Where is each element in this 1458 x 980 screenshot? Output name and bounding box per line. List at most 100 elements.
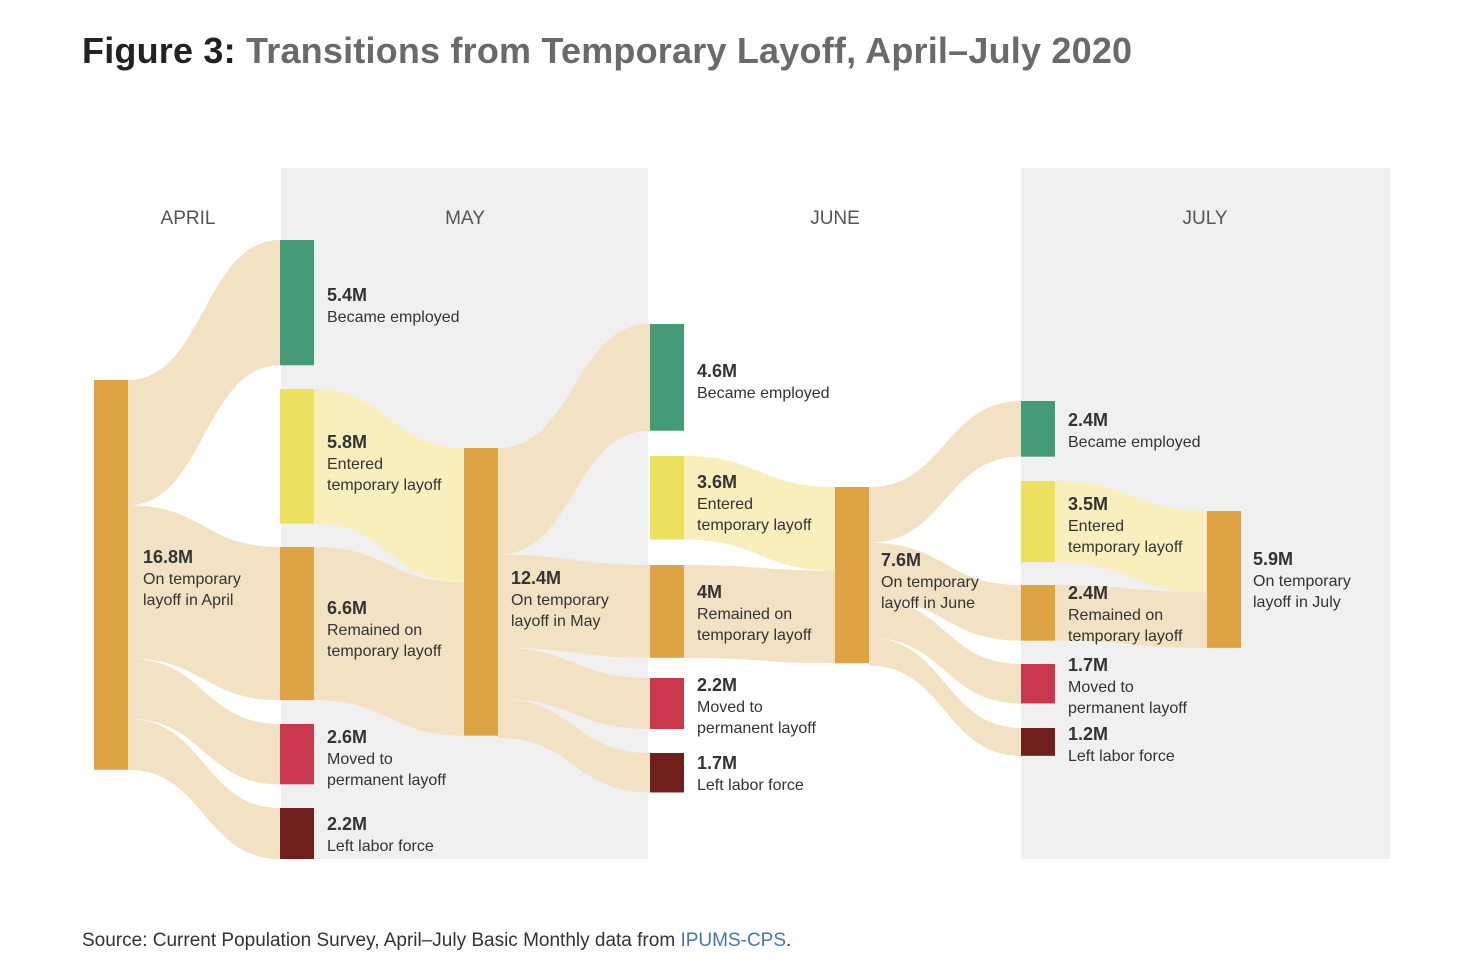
flow-jun_rem-to-jun_tl bbox=[684, 565, 835, 664]
node-jul_rem bbox=[1021, 585, 1055, 641]
category-label-jul_left-0: Left labor force bbox=[1068, 748, 1175, 765]
flow-apr_tl-to-may_perm bbox=[128, 658, 280, 785]
category-label-jun_perm-0: Moved to bbox=[697, 699, 763, 716]
category-label-jul_emp-0: Became employed bbox=[1068, 434, 1201, 451]
category-label-jul_ent-1: temporary layoff bbox=[1068, 539, 1183, 556]
category-label-may_perm-1: permanent layoff bbox=[327, 772, 446, 789]
category-label-jun_ent-0: Entered bbox=[697, 496, 753, 513]
value-label-jul_perm: 1.7M bbox=[1068, 655, 1108, 675]
category-label-jul_ent-0: Entered bbox=[1068, 518, 1124, 535]
flow-may_tl-to-jun_left bbox=[498, 698, 650, 793]
category-label-may_emp-0: Became employed bbox=[327, 309, 460, 326]
category-label-jul_perm-0: Moved to bbox=[1068, 679, 1134, 696]
flow-jun_tl-to-jul_perm bbox=[869, 598, 1021, 704]
node-apr_tl bbox=[94, 380, 128, 770]
value-label-may_rem: 6.6M bbox=[327, 598, 367, 618]
link-layer bbox=[128, 240, 1207, 860]
node-jun_tl bbox=[835, 487, 869, 664]
node-may_tl bbox=[464, 448, 498, 736]
category-label-jul_rem-1: temporary layoff bbox=[1068, 628, 1183, 645]
source-note: Source: Current Population Survey, April… bbox=[82, 930, 791, 952]
flow-apr_tl-to-may_rem bbox=[128, 505, 280, 701]
node-jun_emp bbox=[650, 324, 684, 431]
value-label-apr_tl: 16.8M bbox=[143, 547, 193, 567]
node-jul_tl bbox=[1207, 511, 1241, 648]
value-label-jul_left: 1.2M bbox=[1068, 724, 1108, 744]
category-label-may_left-0: Left labor force bbox=[327, 838, 434, 855]
flow-may_tl-to-jun_rem bbox=[498, 554, 650, 658]
month-label-june: JUNE bbox=[810, 208, 860, 229]
node-may_perm bbox=[280, 724, 314, 785]
category-label-apr_tl-0: On temporary bbox=[143, 571, 241, 588]
category-label-may_ent-0: Entered bbox=[327, 456, 383, 473]
category-label-jul_tl-0: On temporary bbox=[1253, 573, 1351, 590]
node-jul_left bbox=[1021, 728, 1055, 756]
flow-jun_tl-to-jul_left bbox=[869, 637, 1021, 756]
node-may_rem bbox=[280, 547, 314, 701]
category-label-may_rem-0: Remained on bbox=[327, 622, 422, 639]
category-label-jun_ent-1: temporary layoff bbox=[697, 517, 812, 534]
node-jun_perm bbox=[650, 678, 684, 730]
category-label-may_tl-1: layoff in May bbox=[511, 613, 601, 630]
flow-may_tl-to-jun_emp bbox=[498, 324, 650, 555]
value-label-jun_ent: 3.6M bbox=[697, 472, 737, 492]
value-label-may_ent: 5.8M bbox=[327, 432, 367, 452]
category-label-jul_tl-1: layoff in July bbox=[1253, 594, 1341, 611]
source-text: Source: Current Population Survey, April… bbox=[82, 930, 681, 951]
value-label-jul_emp: 2.4M bbox=[1068, 410, 1108, 430]
node-jul_perm bbox=[1021, 664, 1055, 704]
node-may_left bbox=[280, 808, 314, 860]
category-label-may_tl-0: On temporary bbox=[511, 592, 609, 609]
value-label-jul_tl: 5.9M bbox=[1253, 549, 1293, 569]
value-label-jun_emp: 4.6M bbox=[697, 361, 737, 381]
flow-jun_ent-to-jun_tl bbox=[684, 456, 835, 571]
value-label-jun_rem: 4M bbox=[697, 582, 722, 602]
flow-may_ent-to-may_tl bbox=[314, 389, 464, 583]
value-label-may_left: 2.2M bbox=[327, 814, 367, 834]
category-label-jun_rem-1: temporary layoff bbox=[697, 627, 812, 644]
category-label-may_rem-1: temporary layoff bbox=[327, 643, 442, 660]
chart-title: Figure 3: Transitions from Temporary Lay… bbox=[82, 30, 1132, 72]
category-label-jun_rem-0: Remained on bbox=[697, 606, 792, 623]
figure-title: Transitions from Temporary Layoff, April… bbox=[246, 30, 1133, 71]
node-jun_left bbox=[650, 753, 684, 793]
label-layer: APRIL MAY JUNE JULY 16.8M On temporary layoff … bbox=[143, 208, 1351, 855]
flow-may_rem-to-may_tl bbox=[314, 547, 464, 736]
node-jul_emp bbox=[1021, 401, 1055, 457]
flow-jul_rem-to-jul_tl bbox=[1055, 585, 1207, 648]
flow-apr_tl-to-may_left bbox=[128, 718, 280, 860]
figure-number: Figure 3: bbox=[82, 30, 236, 71]
month-label-july: JULY bbox=[1182, 208, 1227, 229]
ipums-cps-link[interactable]: IPUMS-CPS bbox=[680, 930, 787, 951]
category-label-jun_left-0: Left labor force bbox=[697, 777, 804, 794]
flow-jun_tl-to-jul_emp bbox=[869, 401, 1021, 543]
category-label-jul_perm-1: permanent layoff bbox=[1068, 700, 1187, 717]
month-label-april: APRIL bbox=[161, 208, 216, 229]
source-end: . bbox=[786, 930, 792, 951]
node-layer bbox=[94, 240, 1241, 860]
category-label-apr_tl-1: layoff in April bbox=[143, 592, 233, 609]
flow-may_tl-to-jun_perm bbox=[498, 647, 650, 730]
value-label-may_tl: 12.4M bbox=[511, 568, 561, 588]
value-label-may_emp: 5.4M bbox=[327, 285, 367, 305]
value-label-jun_perm: 2.2M bbox=[697, 675, 737, 695]
category-label-jun_tl-1: layoff in June bbox=[881, 595, 975, 612]
category-label-may_ent-1: temporary layoff bbox=[327, 477, 442, 494]
node-jul_ent bbox=[1021, 481, 1055, 563]
value-label-jul_rem: 2.4M bbox=[1068, 583, 1108, 603]
flow-apr_tl-to-may_emp bbox=[128, 240, 280, 506]
category-label-jun_emp-0: Became employed bbox=[697, 385, 830, 402]
month-label-may: MAY bbox=[445, 208, 485, 229]
category-label-jul_rem-0: Remained on bbox=[1068, 607, 1163, 624]
value-label-jul_ent: 3.5M bbox=[1068, 494, 1108, 514]
node-may_ent bbox=[280, 389, 314, 524]
category-label-may_perm-0: Moved to bbox=[327, 751, 393, 768]
value-label-jun_tl: 7.6M bbox=[881, 550, 921, 570]
value-label-jun_left: 1.7M bbox=[697, 753, 737, 773]
node-may_emp bbox=[280, 240, 314, 366]
value-label-may_perm: 2.6M bbox=[327, 727, 367, 747]
node-jun_ent bbox=[650, 456, 684, 540]
flow-jul_ent-to-jul_tl bbox=[1055, 481, 1207, 593]
flow-jun_tl-to-jul_rem bbox=[869, 542, 1021, 641]
